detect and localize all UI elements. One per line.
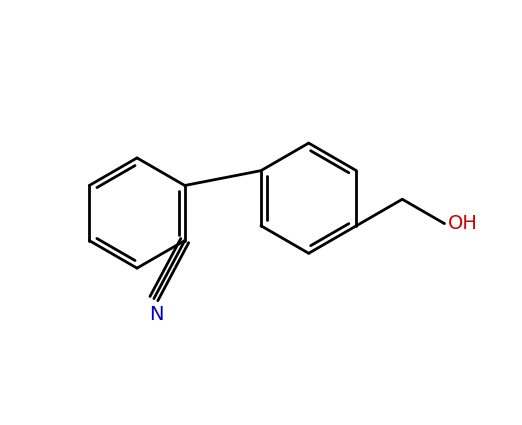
Text: N: N: [149, 305, 163, 324]
Text: OH: OH: [448, 214, 478, 233]
